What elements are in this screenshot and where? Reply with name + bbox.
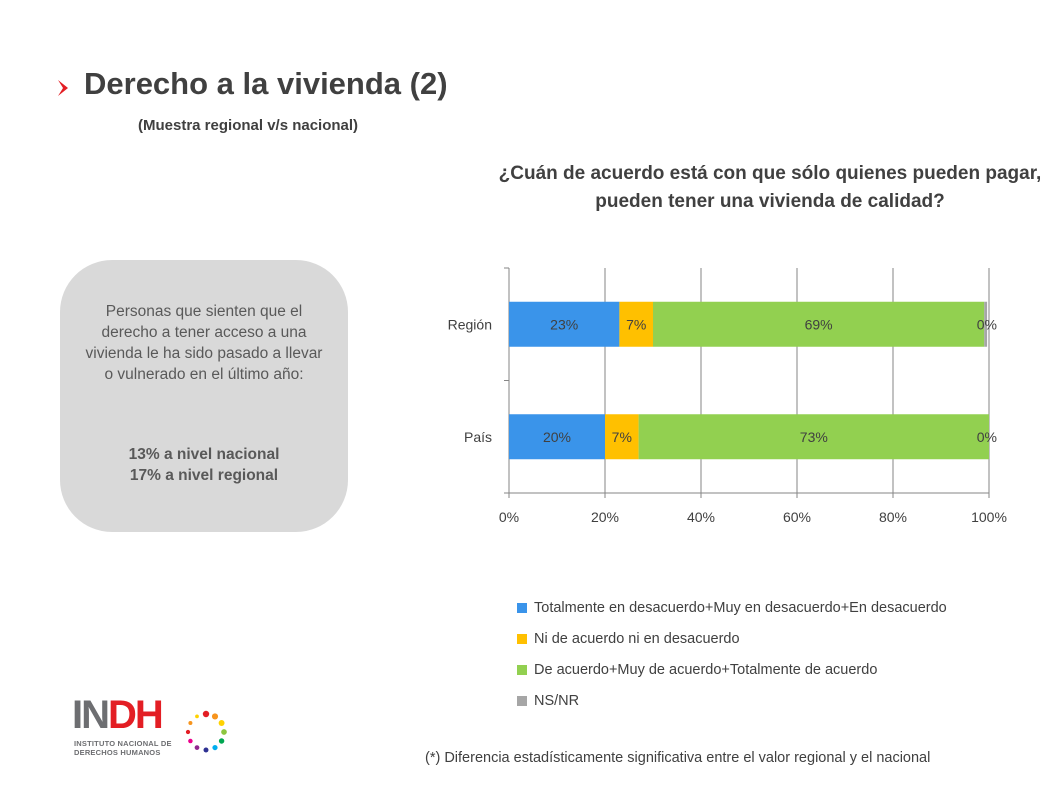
data-label: 73% xyxy=(800,429,828,445)
x-tick-label: 60% xyxy=(783,509,811,525)
logo-prefix: IN xyxy=(72,693,110,737)
data-label: 23% xyxy=(550,316,578,332)
page-title: Derecho a la vivienda (2) xyxy=(84,66,448,101)
logo-dot xyxy=(202,710,210,718)
data-label: 7% xyxy=(626,316,646,332)
legend-swatch xyxy=(517,633,527,644)
category-label: País xyxy=(464,429,492,445)
legend-item: De acuerdo+Muy de acuerdo+Totalmente de … xyxy=(517,654,947,685)
legend-item: Totalmente en desacuerdo+Muy en desacuer… xyxy=(517,592,947,623)
legend-swatch xyxy=(517,602,527,613)
legend-label: Ni de acuerdo ni en desacuerdo xyxy=(534,630,740,647)
chart-title: ¿Cuán de acuerdo está con que sólo quien… xyxy=(498,163,1042,212)
x-tick-label: 20% xyxy=(591,509,619,525)
logo-dots-icon xyxy=(185,710,227,753)
logo-dot xyxy=(185,729,191,735)
footnote: (*) Diferencia estadísticamente signific… xyxy=(425,750,931,766)
logo-subtitle: INSTITUTO NACIONAL DE DERECHOS HUMANOS xyxy=(74,739,172,757)
chart-legend: Totalmente en desacuerdo+Muy en desacuer… xyxy=(517,592,947,716)
info-stats: 13% a nivel nacional 17% a nivel regiona… xyxy=(82,444,326,486)
logo-dot xyxy=(221,729,227,735)
logo-dot xyxy=(218,738,225,744)
bar-segment xyxy=(984,301,988,347)
x-tick-label: 100% xyxy=(971,509,1007,525)
legend-swatch xyxy=(517,664,527,675)
bar-segment xyxy=(638,414,989,460)
logo-dot xyxy=(218,720,225,726)
logo-highlight: DH xyxy=(108,693,164,737)
logo-wordmark: INDH xyxy=(72,693,164,737)
page-subtitle: (Muestra regional v/s nacional) xyxy=(138,117,359,134)
logo-dot xyxy=(188,721,193,725)
stat-regional: 17% a nivel regional xyxy=(129,467,279,484)
info-box: Personas que sienten que el derecho a te… xyxy=(60,260,348,532)
logo-dot xyxy=(212,744,218,751)
legend-label: De acuerdo+Muy de acuerdo+Totalmente de … xyxy=(534,661,878,678)
chevron-bullet-icon xyxy=(58,80,68,96)
bar-segment xyxy=(619,301,653,347)
category-label: Región xyxy=(448,316,492,332)
logo-line1: INSTITUTO NACIONAL DE xyxy=(74,739,172,748)
data-label: 0% xyxy=(977,316,997,332)
indh-logo: INDH INSTITUTO NACIONAL DE DERECHOS HUMA… xyxy=(72,694,232,764)
bar-segment xyxy=(509,301,620,347)
legend-item: NS/NR xyxy=(517,685,947,716)
logo-dot xyxy=(195,714,199,719)
logo-dot xyxy=(188,738,193,744)
x-tick-label: 80% xyxy=(879,509,907,525)
data-label: 7% xyxy=(612,429,632,445)
data-label: 69% xyxy=(805,316,833,332)
logo-line2: DERECHOS HUMANOS xyxy=(74,748,161,757)
data-label: 20% xyxy=(543,429,571,445)
bar-segment xyxy=(653,301,985,347)
bar-segment xyxy=(605,414,639,460)
bar-segment xyxy=(509,414,605,460)
logo-dot xyxy=(194,745,200,750)
info-text: Personas que sienten que el derecho a te… xyxy=(85,303,323,383)
legend-label: NS/NR xyxy=(534,692,580,709)
x-tick-label: 40% xyxy=(687,509,715,525)
logo-dot xyxy=(203,747,209,753)
x-tick-label: 0% xyxy=(499,509,519,525)
logo-dot xyxy=(211,713,219,720)
legend-label: Totalmente en desacuerdo+Muy en desacuer… xyxy=(534,599,947,616)
legend-swatch xyxy=(517,695,527,706)
stat-national: 13% a nivel nacional xyxy=(128,446,280,463)
legend-item: Ni de acuerdo ni en desacuerdo xyxy=(517,623,947,654)
data-label: 0% xyxy=(977,429,997,445)
